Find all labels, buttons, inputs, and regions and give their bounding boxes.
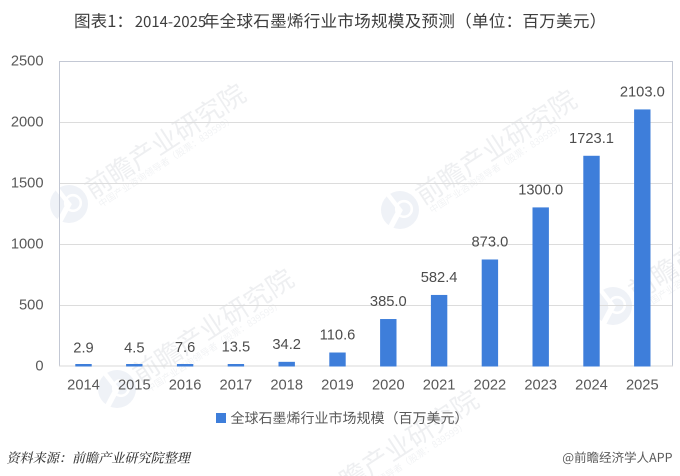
svg-text:2021: 2021 [423, 378, 456, 394]
svg-text:1000: 1000 [11, 237, 44, 253]
svg-text:2024: 2024 [575, 378, 608, 394]
svg-text:13.5: 13.5 [222, 339, 251, 355]
svg-text:2022: 2022 [474, 378, 507, 394]
svg-text:2500: 2500 [11, 54, 44, 70]
svg-text:500: 500 [19, 298, 44, 314]
svg-text:873.0: 873.0 [472, 235, 509, 251]
svg-text:1723.1: 1723.1 [569, 131, 614, 147]
svg-text:1500: 1500 [11, 176, 44, 192]
svg-text:2017: 2017 [220, 378, 253, 394]
svg-text:0: 0 [35, 359, 43, 375]
svg-text:2023: 2023 [524, 378, 557, 394]
svg-text:2014: 2014 [67, 378, 100, 394]
svg-text:4.5: 4.5 [124, 341, 144, 357]
svg-text:2015: 2015 [118, 378, 151, 394]
svg-text:2.9: 2.9 [73, 341, 93, 357]
svg-text:2019: 2019 [321, 378, 354, 394]
svg-text:2016: 2016 [169, 378, 202, 394]
svg-text:110.6: 110.6 [320, 328, 356, 344]
svg-text:2000: 2000 [11, 115, 44, 131]
svg-text:2025: 2025 [626, 378, 659, 394]
svg-text:2103.0: 2103.0 [620, 84, 665, 100]
svg-text:2020: 2020 [372, 378, 405, 394]
svg-text:7.6: 7.6 [175, 340, 195, 356]
svg-text:34.2: 34.2 [272, 337, 301, 353]
svg-text:582.4: 582.4 [421, 270, 458, 286]
svg-text:2018: 2018 [270, 378, 303, 394]
svg-text:385.0: 385.0 [370, 294, 407, 310]
svg-text:1300.0: 1300.0 [518, 182, 563, 198]
